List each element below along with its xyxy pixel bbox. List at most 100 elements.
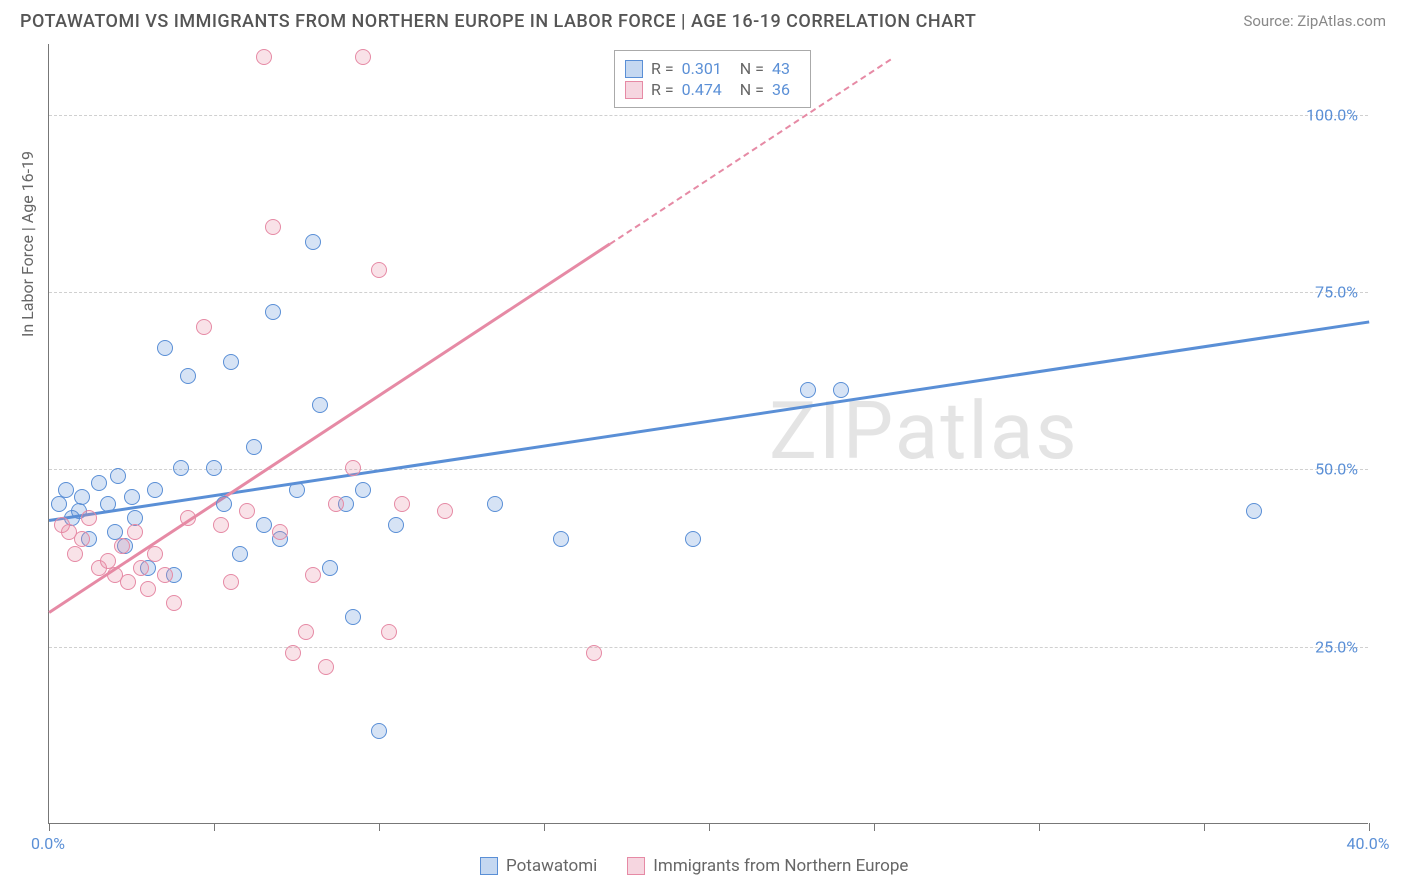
gridline xyxy=(49,647,1368,648)
legend-n-value: 36 xyxy=(772,80,790,99)
data-point xyxy=(553,531,569,547)
legend-r-value: 0.301 xyxy=(682,59,722,78)
data-point xyxy=(355,49,371,65)
data-point xyxy=(265,219,281,235)
y-tick-label: 50.0% xyxy=(1315,460,1358,479)
data-point xyxy=(67,546,83,562)
data-point xyxy=(114,538,130,554)
data-point xyxy=(157,567,173,583)
data-point xyxy=(157,340,173,356)
data-point xyxy=(58,482,74,498)
data-point xyxy=(371,262,387,278)
legend-item: Immigrants from Northern Europe xyxy=(627,856,908,876)
data-point xyxy=(51,496,67,512)
y-tick-label: 100.0% xyxy=(1306,105,1358,124)
data-point xyxy=(265,304,281,320)
data-point xyxy=(1246,503,1262,519)
data-point xyxy=(180,510,196,526)
data-point xyxy=(124,489,140,505)
legend-item: Potawatomi xyxy=(480,856,597,876)
data-point xyxy=(355,482,371,498)
data-point xyxy=(173,460,189,476)
data-point xyxy=(298,624,314,640)
legend-label: Immigrants from Northern Europe xyxy=(653,856,908,876)
scatter-plot: ZIPatlas 25.0% 50.0% 75.0% 100.0% R = 0.301 N … xyxy=(48,44,1368,824)
data-point xyxy=(110,468,126,484)
data-point xyxy=(91,475,107,491)
data-point xyxy=(437,503,453,519)
data-point xyxy=(133,560,149,576)
legend-n-value: 43 xyxy=(772,59,790,78)
data-point xyxy=(147,482,163,498)
data-point xyxy=(345,609,361,625)
x-tick xyxy=(709,823,710,831)
data-point xyxy=(213,517,229,533)
x-tick xyxy=(1369,823,1370,831)
data-point xyxy=(586,645,602,661)
trend-line xyxy=(48,243,610,614)
data-point xyxy=(289,482,305,498)
x-tick xyxy=(379,823,380,831)
data-point xyxy=(147,546,163,562)
data-point xyxy=(140,581,156,597)
y-axis-label: In Labor Force | Age 16-19 xyxy=(18,151,37,337)
data-point xyxy=(74,531,90,547)
data-point xyxy=(833,382,849,398)
legend-n-label: N = xyxy=(740,80,764,99)
data-point xyxy=(305,567,321,583)
data-point xyxy=(256,49,272,65)
data-point xyxy=(388,517,404,533)
data-point xyxy=(196,319,212,335)
x-tick xyxy=(544,823,545,831)
data-point xyxy=(345,460,361,476)
gridline xyxy=(49,115,1368,116)
legend-r-value: 0.474 xyxy=(682,80,722,99)
data-point xyxy=(256,517,272,533)
data-point xyxy=(685,531,701,547)
legend-swatch xyxy=(625,81,643,99)
y-tick-label: 25.0% xyxy=(1315,637,1358,656)
data-point xyxy=(318,659,334,675)
legend-swatch xyxy=(627,857,645,875)
data-point xyxy=(381,624,397,640)
legend-bottom: Potawatomi Immigrants from Northern Europ… xyxy=(480,856,908,876)
legend-swatch xyxy=(625,60,643,78)
data-point xyxy=(305,234,321,250)
source-attribution: Source: ZipAtlas.com xyxy=(1243,12,1386,30)
data-point xyxy=(223,354,239,370)
data-point xyxy=(285,645,301,661)
legend-n-label: N = xyxy=(740,59,764,78)
legend-r-label: R = xyxy=(651,59,674,78)
x-tick xyxy=(214,823,215,831)
data-point xyxy=(81,510,97,526)
data-point xyxy=(328,496,344,512)
data-point xyxy=(206,460,222,476)
data-point xyxy=(180,368,196,384)
data-point xyxy=(100,496,116,512)
data-point xyxy=(216,496,232,512)
x-tick xyxy=(1039,823,1040,831)
data-point xyxy=(246,439,262,455)
data-point xyxy=(322,560,338,576)
trend-line xyxy=(49,321,1369,522)
watermark: ZIPatlas xyxy=(769,384,1079,478)
gridline xyxy=(49,292,1368,293)
x-tick xyxy=(49,823,50,831)
data-point xyxy=(223,574,239,590)
x-tick xyxy=(874,823,875,831)
data-point xyxy=(120,574,136,590)
data-point xyxy=(487,496,503,512)
data-point xyxy=(800,382,816,398)
x-tick-label: 40.0% xyxy=(1347,834,1390,853)
data-point xyxy=(166,595,182,611)
x-tick-label: 0.0% xyxy=(31,834,65,853)
data-point xyxy=(371,723,387,739)
y-tick-label: 75.0% xyxy=(1315,283,1358,302)
gridline xyxy=(49,469,1368,470)
x-tick xyxy=(1204,823,1205,831)
legend-label: Potawatomi xyxy=(506,856,597,876)
data-point xyxy=(239,503,255,519)
data-point xyxy=(394,496,410,512)
data-point xyxy=(74,489,90,505)
data-point xyxy=(127,524,143,540)
